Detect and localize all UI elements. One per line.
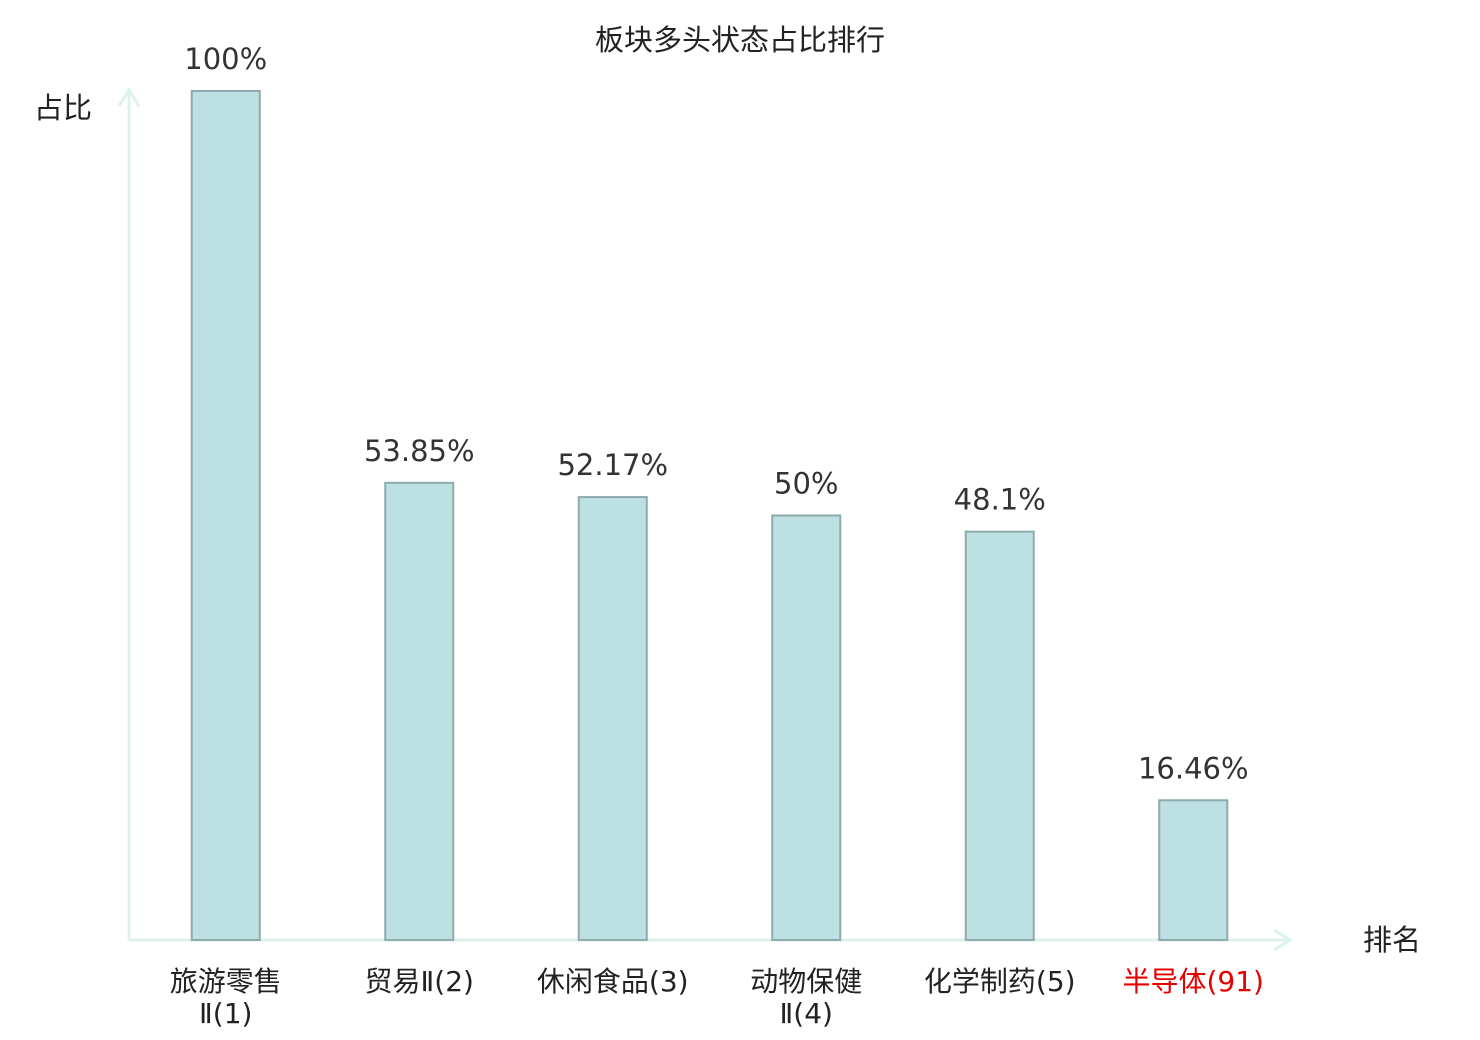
bar <box>964 530 1035 941</box>
x-axis-label: 排名 <box>1363 923 1421 957</box>
bar <box>1158 799 1229 941</box>
value-label: 50% <box>774 467 838 501</box>
value-label: 16.46% <box>1138 751 1249 785</box>
value-label: 100% <box>184 42 267 76</box>
bar <box>577 496 648 941</box>
value-label: 53.85% <box>364 434 475 468</box>
y-axis-arrow <box>117 87 141 107</box>
x-tick-label: 动物保健 <box>750 965 862 998</box>
x-tick-label: 贸易Ⅱ(2) <box>365 965 474 998</box>
x-tick-label: 化学制药(5) <box>924 965 1076 998</box>
value-label: 52.17% <box>557 448 668 482</box>
x-tick-label: 休闲食品(3) <box>537 965 689 998</box>
value-label: 48.1% <box>954 483 1046 517</box>
chart-title: 板块多头状态占比排行 <box>595 23 885 57</box>
x-tick-label: Ⅱ(1) <box>199 997 252 1030</box>
x-tick-label: 旅游零售 <box>170 965 282 998</box>
x-axis-arrow <box>1273 928 1293 952</box>
x-tick-label: 半导体(91) <box>1123 965 1264 998</box>
bar <box>190 90 261 941</box>
bar <box>771 514 842 941</box>
bar <box>384 481 455 941</box>
y-axis-label: 占比 <box>34 91 92 125</box>
x-tick-label: Ⅱ(4) <box>780 997 833 1030</box>
